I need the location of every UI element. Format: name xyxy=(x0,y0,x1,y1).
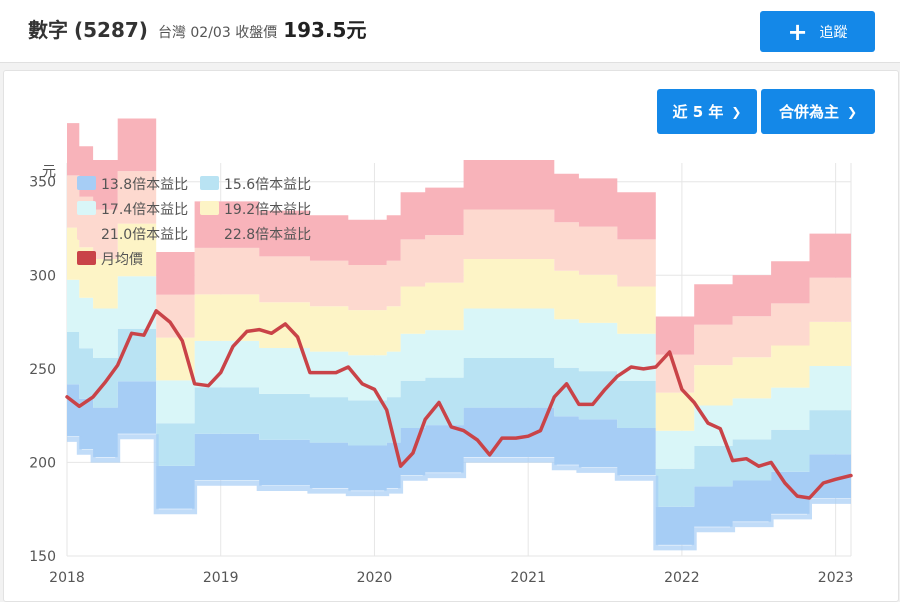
y-tick-label: 200 xyxy=(29,455,56,471)
x-tick-label: 2021 xyxy=(510,570,546,586)
y-tick-label: 350 xyxy=(29,175,56,191)
period-dropdown[interactable]: 近 5 年 ❯ xyxy=(657,89,757,134)
legend-swatch xyxy=(200,201,219,215)
price-line xyxy=(65,309,853,500)
y-tick-label: 150 xyxy=(29,549,56,565)
pe-band-1 xyxy=(67,381,851,545)
track-button[interactable]: + 追蹤 xyxy=(760,11,875,52)
chart-legend: 13.8倍本益比 15.6倍本益比 17.4倍本益比 19.2倍本益比 21.0倍本益比… xyxy=(77,176,311,268)
stock-header: 數字 (5287) 台灣 02/03 收盤價 193.5元 + 追蹤 xyxy=(0,0,900,63)
legend-swatch xyxy=(77,176,96,190)
x-tick-label: 2020 xyxy=(357,570,393,586)
price-line-layer xyxy=(65,309,853,500)
legend-label: 17.4倍本益比 xyxy=(101,202,188,218)
pe-band-edge xyxy=(67,434,851,551)
pe-band-4 xyxy=(67,223,851,431)
y-tick-label: 250 xyxy=(29,362,56,378)
pe-band-3 xyxy=(67,276,851,469)
pe-band-6 xyxy=(67,118,851,355)
legend-swatch xyxy=(77,226,96,240)
x-tick-label: 2023 xyxy=(818,570,854,586)
legend-label: 22.8倍本益比 xyxy=(224,227,311,243)
legend-label: 21.0倍本益比 xyxy=(101,227,188,243)
x-tick-label: 2022 xyxy=(664,570,700,586)
mode-dropdown[interactable]: 合併為主 ❯ xyxy=(761,89,875,134)
pe-bands xyxy=(67,118,851,551)
pe-band-5 xyxy=(67,171,851,393)
legend-label: 13.8倍本益比 xyxy=(101,177,188,193)
legend-label: 15.6倍本益比 xyxy=(224,177,311,193)
close-price: 193.5元 xyxy=(283,18,367,42)
mode-dropdown-label: 合併為主 xyxy=(778,103,839,121)
chevron-down-icon: ❯ xyxy=(846,104,858,119)
legend-swatch xyxy=(77,251,96,265)
y-tick-label: 300 xyxy=(29,268,56,284)
market-date-label: 台灣 02/03 收盤價 xyxy=(157,25,278,41)
stock-title: 數字 (5287) 台灣 02/03 收盤價 193.5元 xyxy=(28,14,366,43)
chart-axes: 元 150 200 250 300 350 2018 2019 2020 2021 2022 2023 xyxy=(29,164,853,586)
x-tick-label: 2019 xyxy=(203,570,239,586)
legend-label: 19.2倍本益比 xyxy=(224,202,311,218)
legend-swatch xyxy=(77,201,96,215)
stock-name: 數字 xyxy=(28,18,68,42)
legend-swatch xyxy=(200,226,219,240)
plus-icon: + xyxy=(787,17,808,46)
legend-swatch xyxy=(200,176,219,190)
track-button-label: 追蹤 xyxy=(819,24,848,41)
legend-label: 月均價 xyxy=(101,251,143,268)
y-axis-unit-label: 元 xyxy=(42,164,56,180)
chevron-down-icon: ❯ xyxy=(731,104,742,119)
period-dropdown-label: 近 5 年 xyxy=(672,103,724,121)
x-tick-label: 2018 xyxy=(49,570,85,586)
pe-band-2 xyxy=(67,328,851,507)
stock-code: (5287) xyxy=(74,18,148,42)
